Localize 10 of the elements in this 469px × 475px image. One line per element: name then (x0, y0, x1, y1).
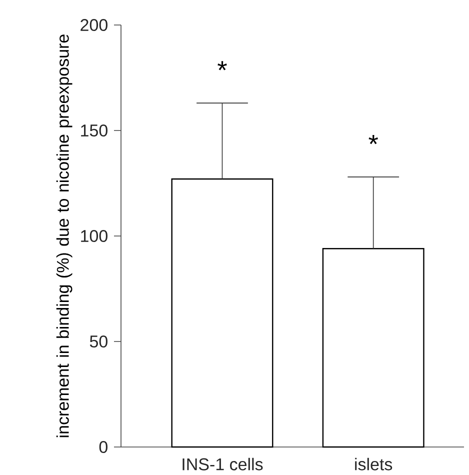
y-tick-label: 150 (81, 124, 108, 137)
y-axis-title: increment in binding (%) due to nicotine preexposure (56, 34, 72, 438)
annotation: * (368, 134, 378, 144)
y-tick-label: 100 (81, 230, 108, 242)
x-tick-label: INS-1 cells (182, 458, 263, 470)
y-tick-label: 50 (90, 335, 108, 348)
x-tick-label: islets (355, 458, 392, 470)
y-tick-label: 0 (99, 440, 108, 454)
annotation: * (218, 61, 227, 70)
y-tick-label: 200 (80, 18, 108, 32)
